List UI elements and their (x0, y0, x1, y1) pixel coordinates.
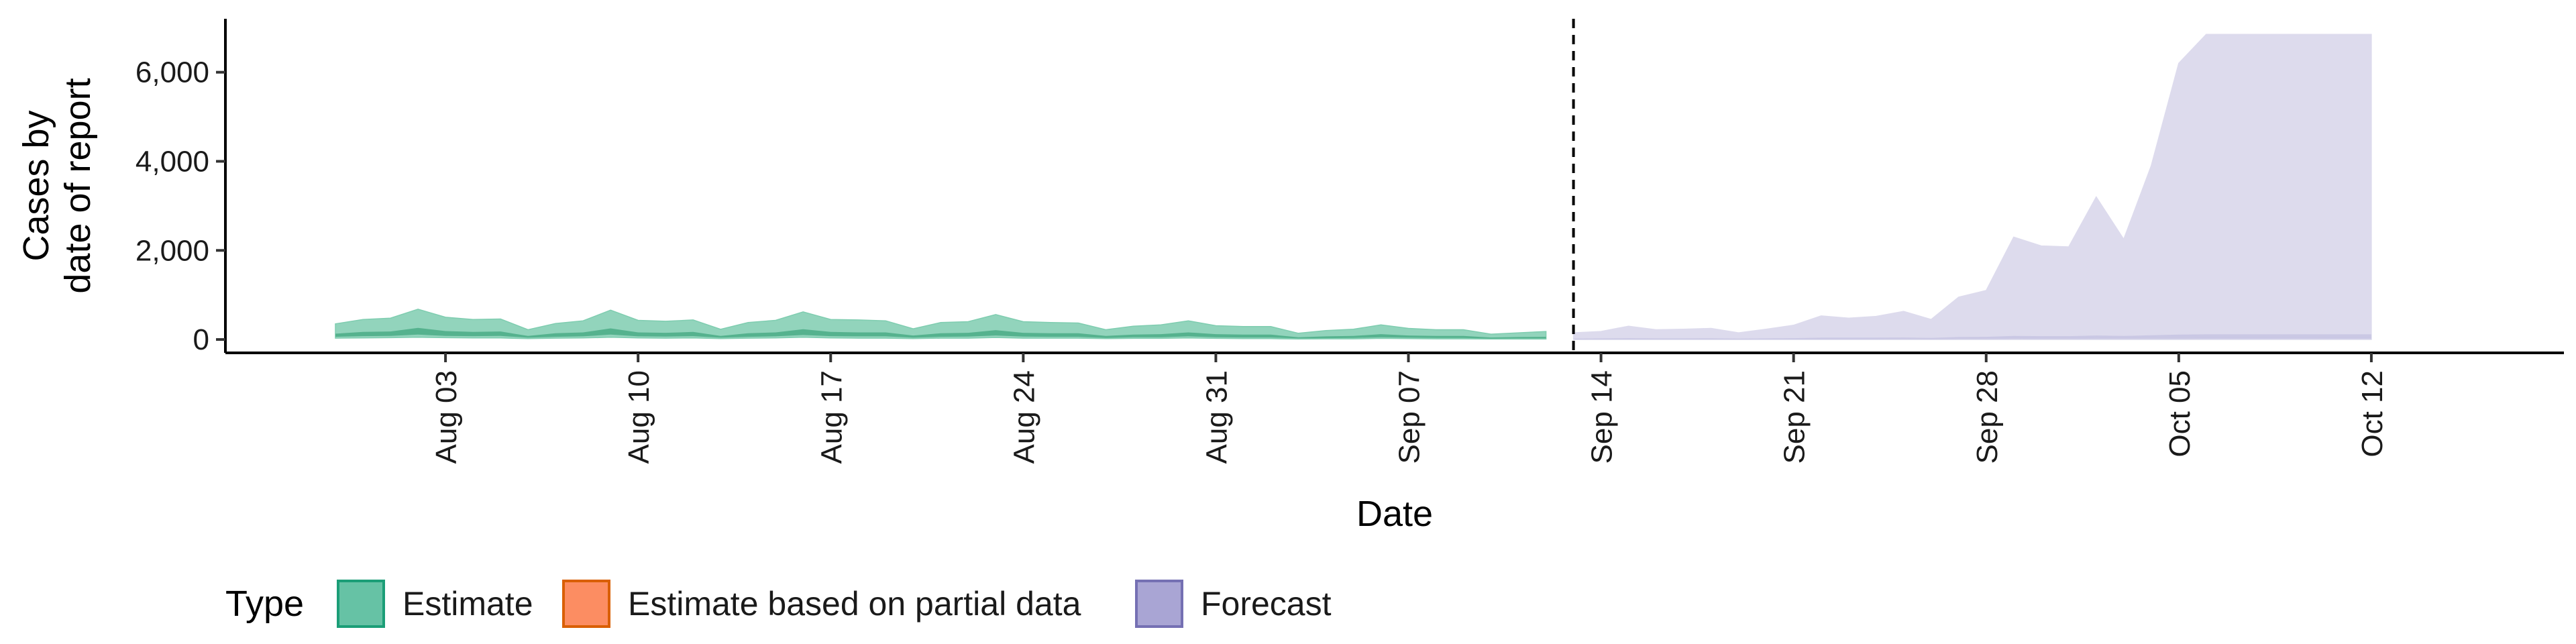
legend: Type Estimate Estimate based on partial d… (225, 580, 1332, 628)
y-tick-label: 6,000 (136, 56, 209, 89)
y-tick-label: 2,000 (136, 234, 209, 267)
x-tick-label: Sep 28 (1971, 370, 2004, 464)
x-tick-label: Aug 31 (1200, 370, 1233, 464)
y-ticks: 0 2,000 4,000 6,000 (136, 56, 225, 356)
legend-key-estimate (337, 580, 385, 628)
x-tick-label: Oct 05 (2163, 370, 2196, 458)
legend-label: Forecast (1201, 585, 1332, 623)
x-axis-title: Date (1356, 494, 1433, 534)
y-tick-label: 0 (193, 323, 209, 356)
x-ticks: Aug 03 Aug 10 Aug 17 Aug 24 Aug 31 Sep 07 Sep … (430, 353, 2389, 464)
legend-key-estimate-based-on-partial-data (562, 580, 610, 628)
forecast-band-50 (1573, 334, 2371, 339)
legend-key-forecast (1135, 580, 1183, 628)
y-axis-title-line-2: date of report (58, 78, 98, 293)
x-tick-label: Sep 07 (1393, 370, 1426, 464)
forecast-band-90 (1572, 34, 2372, 340)
legend-label: Estimate (402, 585, 533, 623)
axes (224, 19, 2564, 354)
legend-label: Estimate based on partial data (628, 585, 1081, 623)
x-tick-label: Aug 17 (815, 370, 848, 464)
estimate-band-50 (335, 327, 1546, 339)
plot-area (335, 19, 2372, 353)
x-tick-label: Oct 12 (2356, 370, 2389, 458)
y-axis-title-line-1: Cases by (16, 110, 56, 261)
estimate-band-90 (335, 309, 1547, 340)
y-tick-label: 4,000 (136, 145, 209, 178)
x-tick-label: Sep 14 (1586, 370, 1619, 464)
x-tick-label: Aug 24 (1008, 370, 1040, 464)
legend-title: Type (225, 584, 304, 624)
x-tick-label: Aug 03 (430, 370, 463, 464)
x-tick-label: Aug 10 (623, 370, 655, 464)
x-tick-label: Sep 21 (1778, 370, 1811, 464)
